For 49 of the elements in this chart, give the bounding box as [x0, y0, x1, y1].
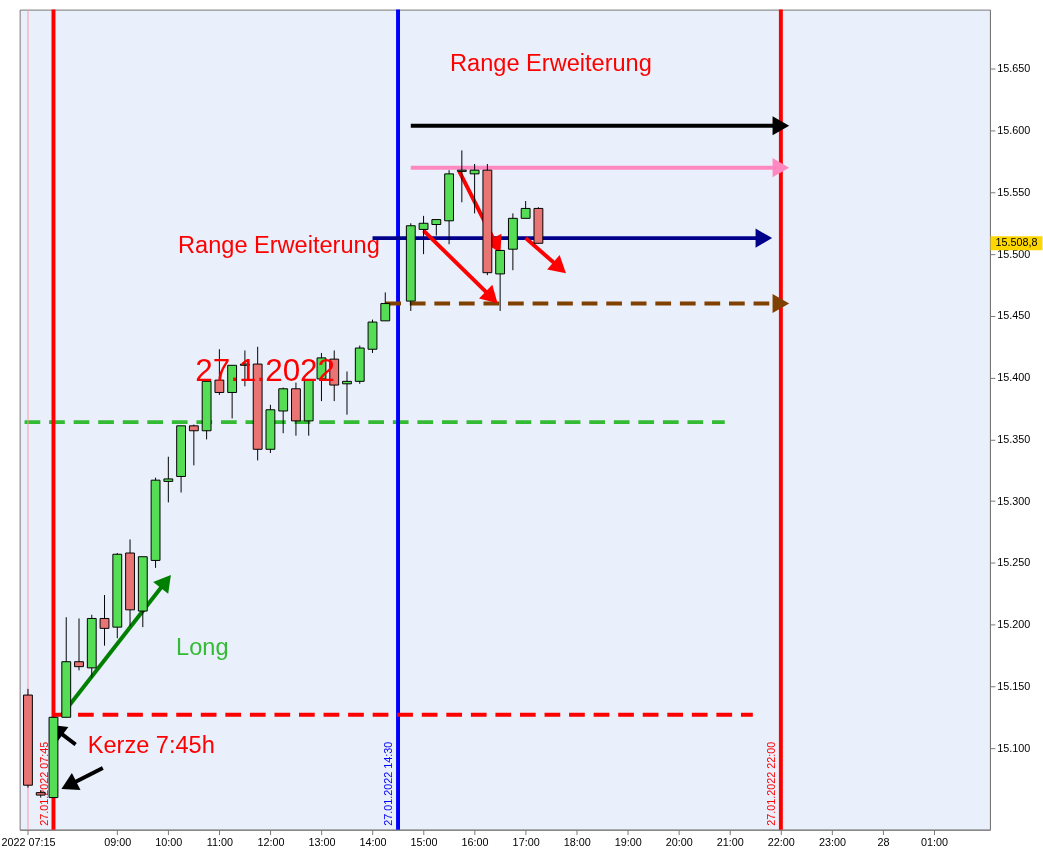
x-tick-label: 23:00	[818, 835, 846, 848]
y-tick-label: 15.150	[997, 679, 1031, 692]
candlestick	[456, 149, 467, 203]
y-tick-label: 15.650	[997, 62, 1031, 75]
annotation: Long	[176, 633, 229, 660]
x-tick-label: 22:00	[767, 835, 795, 848]
x-tick-label: 21:00	[716, 835, 744, 848]
x-tick-label: 16:00	[461, 835, 489, 848]
x-tick-label: 10:00	[155, 835, 183, 848]
candlestick	[418, 215, 429, 255]
y-tick-label: 15.300	[997, 494, 1031, 507]
ref-line-label: 27.01.2022 14:30	[382, 741, 395, 826]
candlestick	[188, 424, 199, 466]
x-tick-label: 18:00	[563, 835, 591, 848]
candlestick	[99, 594, 110, 647]
x-tick-label: 17:00	[512, 835, 540, 848]
x-tick-label: 15:00	[410, 835, 438, 848]
ref-line-label: 27.01.2022 07:45	[37, 741, 50, 826]
x-tick-label: 01:00	[920, 835, 949, 848]
candlestick	[469, 163, 480, 214]
candlestick	[278, 387, 289, 434]
x-tick-label: 12:00	[257, 835, 285, 848]
y-tick-label: 15.500	[997, 247, 1031, 260]
candlestick	[380, 291, 391, 322]
x-tick-label: 11:00	[206, 835, 233, 848]
candlestick	[163, 456, 174, 503]
y-tick-label: 15.400	[997, 371, 1031, 384]
x-tick-label: 19:00	[614, 835, 642, 848]
x-tick-label: 09:00	[104, 835, 132, 848]
x-tick-label: 14:00	[359, 835, 387, 848]
y-tick-label: 15.550	[997, 185, 1031, 198]
x-tick-label: 28	[877, 835, 890, 848]
candlestick	[495, 249, 506, 312]
x-tick-label: 13:00	[308, 835, 336, 848]
y-tick-label: 15.350	[997, 432, 1031, 445]
y-tick-label: 15.450	[997, 309, 1031, 322]
y-tick-label: 15.250	[997, 556, 1031, 569]
x-tick-label: 2022 07:15	[1, 835, 56, 848]
text: 15.508,8	[995, 236, 1038, 249]
y-tick-label: 15.100	[997, 741, 1031, 754]
y-tick-label: 15.600	[997, 124, 1031, 137]
annotation: Range Erweiterung	[178, 232, 380, 259]
annotation: Kerze 7:45h	[87, 732, 215, 759]
ref-line-label: 27.01.2022 22:00	[764, 741, 777, 826]
y-tick-label: 15.200	[997, 618, 1031, 631]
x-tick-label: 20:00	[665, 835, 693, 848]
candlestick	[74, 617, 84, 671]
candlestick	[342, 370, 352, 416]
annotation: Range Erweiterung	[450, 50, 652, 77]
